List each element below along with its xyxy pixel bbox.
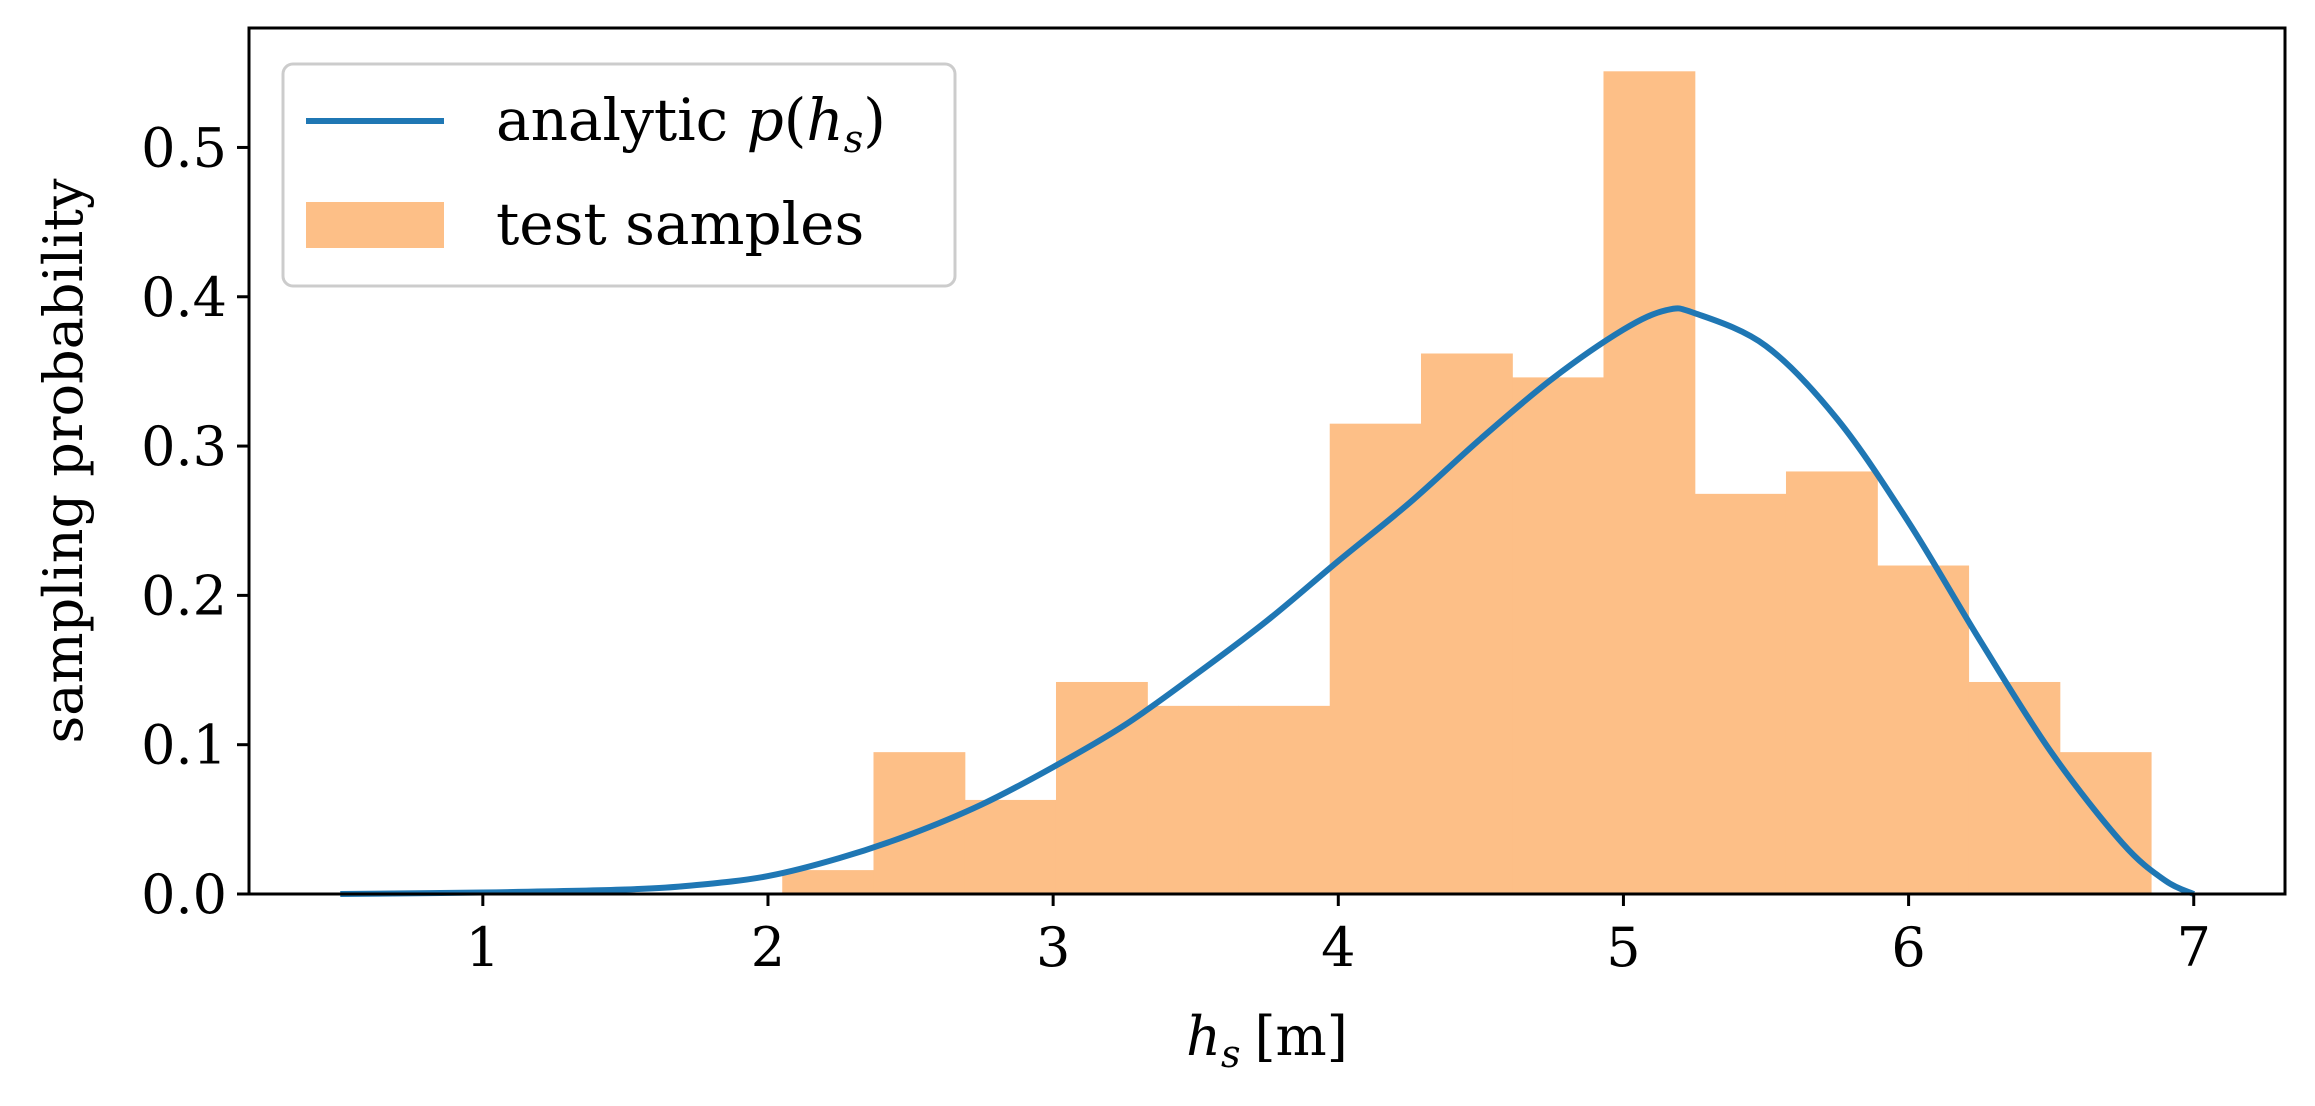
- x-axis-ticks: 1 2 3 4 5 6 7: [466, 894, 2211, 979]
- x-tick-label: 5: [1606, 916, 1640, 979]
- x-tick-label: 3: [1036, 916, 1070, 979]
- histogram-bars: [782, 71, 2152, 895]
- histogram-bar-10: [1694, 493, 1787, 894]
- histogram-bar-9: [1603, 71, 1696, 895]
- histogram-bar-12: [1877, 565, 1970, 894]
- y-tick-label: 0.4: [141, 266, 227, 329]
- analytic-curve: [340, 305, 2196, 897]
- legend: analytic p(hs) test samples: [281, 62, 957, 288]
- histogram-bar-1: [873, 752, 966, 894]
- x-tick-label: 6: [1891, 916, 1925, 979]
- legend-entry-test-samples: test samples: [496, 190, 864, 258]
- x-tick-label: 4: [1321, 916, 1355, 979]
- y-tick-label: 0.3: [141, 415, 227, 478]
- y-tick-label: 0.1: [141, 714, 227, 777]
- histogram-bar-8: [1512, 377, 1605, 894]
- histogram-bar-11: [1785, 471, 1878, 894]
- histogram-bar-3: [1055, 681, 1148, 894]
- histogram-bar-5: [1238, 705, 1331, 894]
- x-tick-label: 2: [751, 916, 785, 979]
- legend-entry-analytic: analytic p(hs): [496, 86, 886, 161]
- legend-patch-swatch: [306, 202, 444, 248]
- histogram-bar-13: [1968, 681, 2061, 894]
- legend-box: [281, 62, 957, 288]
- x-axis-label: hs [m]: [1186, 1005, 1348, 1076]
- plot-frame: [247, 26, 2287, 896]
- histogram-bar-7: [1420, 353, 1513, 894]
- y-tick-label: 0.2: [141, 564, 227, 627]
- histogram-bar-4: [1147, 705, 1240, 894]
- x-tick-label: 7: [2177, 916, 2211, 979]
- histogram-bar-0: [782, 870, 875, 894]
- histogram-bar-2: [964, 799, 1057, 894]
- y-axis-ticks: 0.0 0.1 0.2 0.3 0.4 0.5: [141, 116, 249, 926]
- x-tick-label: 1: [466, 916, 500, 979]
- histogram-bar-6: [1329, 423, 1422, 894]
- y-axis-label: sampling probability: [32, 178, 95, 743]
- y-tick-label: 0.0: [141, 863, 227, 926]
- y-tick-label: 0.5: [141, 116, 227, 179]
